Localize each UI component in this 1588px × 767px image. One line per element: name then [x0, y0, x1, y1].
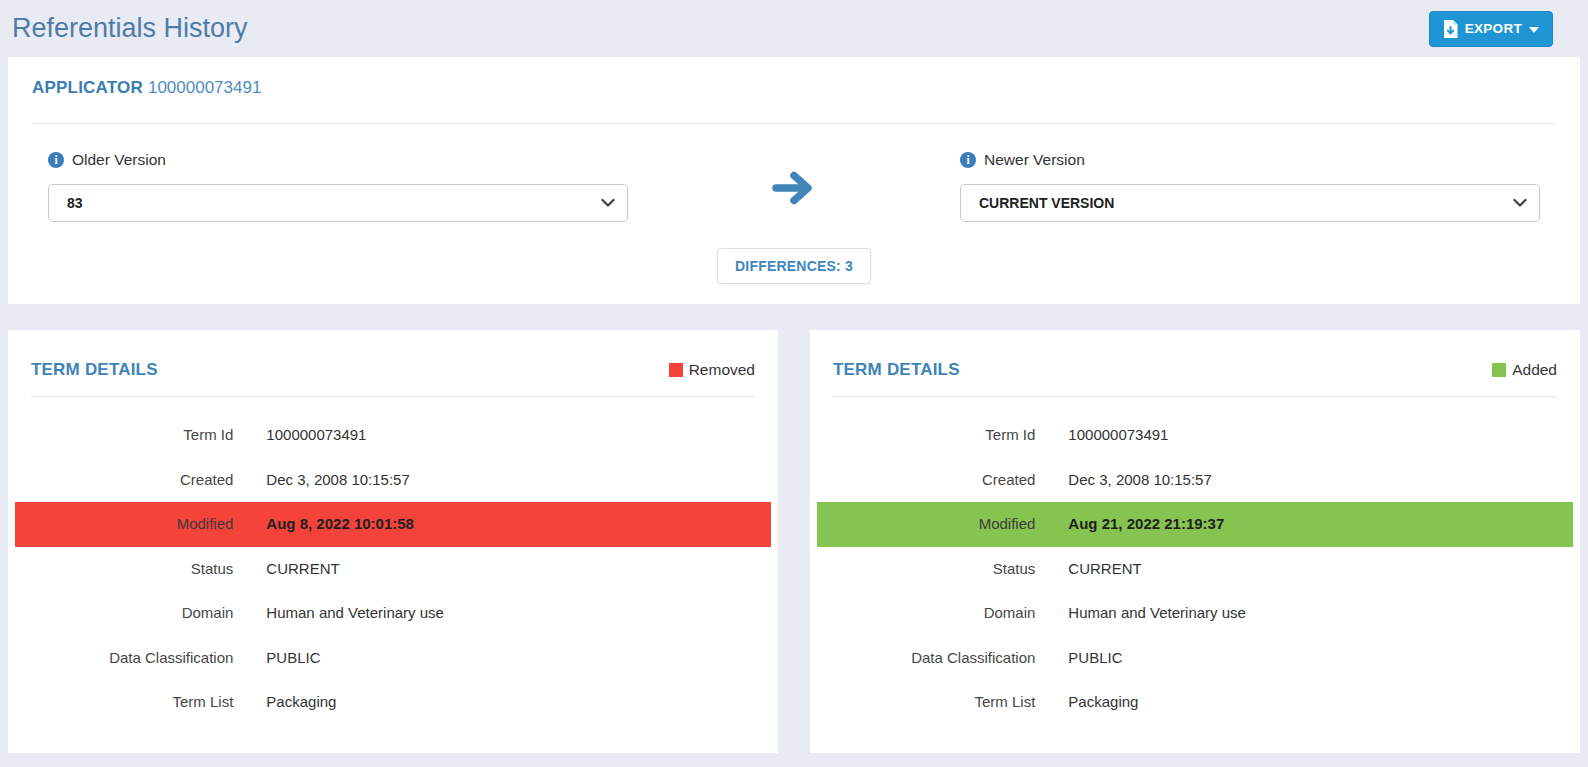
removed-legend-label: Removed — [689, 361, 755, 379]
row-value: Dec 3, 2008 10:15:57 — [1051, 458, 1573, 503]
panel-head: TERM DETAILS Added — [817, 330, 1573, 396]
row-value: Aug 21, 2022 21:19:37 — [1051, 502, 1573, 547]
table-row-removed-highlight: Modified Aug 8, 2022 10:01:58 — [15, 502, 771, 547]
row-label: Data Classification — [817, 636, 1051, 681]
differences-badge: DIFFERENCES: 3 — [717, 248, 871, 284]
table-row: Created Dec 3, 2008 10:15:57 — [817, 458, 1573, 503]
table-row: Data Classification PUBLIC — [817, 636, 1573, 681]
table-row: Domain Human and Veterinary use — [817, 591, 1573, 636]
row-label: Created — [817, 458, 1051, 503]
comparison-card: APPLICATOR 100000073491 i Older Version 8… — [8, 57, 1580, 304]
row-label: Modified — [817, 502, 1051, 547]
panel-divider — [31, 396, 755, 397]
row-label: Data Classification — [15, 636, 249, 681]
panel-head: TERM DETAILS Removed — [15, 330, 771, 396]
older-version-label: Older Version — [72, 150, 166, 170]
row-value: Packaging — [249, 680, 771, 725]
compare-middle-column: DIFFERENCES: 3 — [628, 150, 960, 284]
arrow-right-icon — [770, 166, 818, 210]
table-row: Term Id 100000073491 — [817, 413, 1573, 458]
row-label: Created — [15, 458, 249, 503]
row-label: Modified — [15, 502, 249, 547]
newer-version-select-wrap: CURRENT VERSION — [960, 184, 1540, 222]
table-row: Term Id 100000073491 — [15, 413, 771, 458]
term-details-table: Term Id 100000073491 Created Dec 3, 2008… — [817, 413, 1573, 725]
entity-type-label: APPLICATOR — [32, 78, 143, 97]
row-label: Term List — [817, 680, 1051, 725]
row-value: CURRENT — [1051, 547, 1573, 592]
version-compare-row: i Older Version 83 — [32, 124, 1556, 284]
table-row: Status CURRENT — [15, 547, 771, 592]
info-icon[interactable]: i — [960, 152, 976, 168]
row-value: 100000073491 — [1051, 413, 1573, 458]
panel-divider — [833, 396, 1557, 397]
table-row: Term List Packaging — [817, 680, 1573, 725]
older-version-label-row: i Older Version — [48, 150, 628, 170]
table-row: Data Classification PUBLIC — [15, 636, 771, 681]
table-row-added-highlight: Modified Aug 21, 2022 21:19:37 — [817, 502, 1573, 547]
row-value: Dec 3, 2008 10:15:57 — [249, 458, 771, 503]
file-download-icon — [1443, 20, 1458, 38]
page-title: Referentials History — [12, 13, 248, 44]
row-value: PUBLIC — [249, 636, 771, 681]
row-label: Domain — [15, 591, 249, 636]
entity-heading: APPLICATOR 100000073491 — [32, 77, 1556, 99]
table-row: Term List Packaging — [15, 680, 771, 725]
added-legend-label: Added — [1512, 361, 1557, 379]
removed-legend: Removed — [669, 361, 755, 379]
export-button[interactable]: EXPORT — [1429, 11, 1553, 47]
row-label: Domain — [817, 591, 1051, 636]
table-row: Created Dec 3, 2008 10:15:57 — [15, 458, 771, 503]
added-legend: Added — [1492, 361, 1557, 379]
row-value: Packaging — [1051, 680, 1573, 725]
term-details-table: Term Id 100000073491 Created Dec 3, 2008… — [15, 413, 771, 725]
term-details-panels: TERM DETAILS Removed Term Id 10000007349… — [8, 330, 1580, 753]
row-label: Term Id — [817, 413, 1051, 458]
newer-version-label: Newer Version — [984, 150, 1085, 170]
added-swatch-icon — [1492, 363, 1506, 377]
row-label: Status — [15, 547, 249, 592]
term-details-panel-older: TERM DETAILS Removed Term Id 10000007349… — [8, 330, 778, 753]
newer-version-select[interactable]: CURRENT VERSION — [960, 184, 1540, 222]
table-row: Domain Human and Veterinary use — [15, 591, 771, 636]
row-value: 100000073491 — [249, 413, 771, 458]
panel-title: TERM DETAILS — [31, 360, 158, 380]
row-value: Aug 8, 2022 10:01:58 — [249, 502, 771, 547]
page-header: Referentials History EXPORT — [0, 0, 1588, 57]
table-row: Status CURRENT — [817, 547, 1573, 592]
row-label: Status — [817, 547, 1051, 592]
row-value: Human and Veterinary use — [249, 591, 771, 636]
row-label: Term Id — [15, 413, 249, 458]
removed-swatch-icon — [669, 363, 683, 377]
row-label: Term List — [15, 680, 249, 725]
row-value: CURRENT — [249, 547, 771, 592]
entity-id: 100000073491 — [148, 78, 261, 97]
panel-title: TERM DETAILS — [833, 360, 960, 380]
caret-down-icon — [1529, 27, 1539, 33]
older-version-select[interactable]: 83 — [48, 184, 628, 222]
older-version-select-wrap: 83 — [48, 184, 628, 222]
older-version-column: i Older Version 83 — [48, 150, 628, 284]
newer-version-label-row: i Newer Version — [960, 150, 1540, 170]
newer-version-column: i Newer Version CURRENT VERSION — [960, 150, 1540, 284]
export-button-label: EXPORT — [1465, 21, 1522, 36]
row-value: Human and Veterinary use — [1051, 591, 1573, 636]
row-value: PUBLIC — [1051, 636, 1573, 681]
term-details-panel-newer: TERM DETAILS Added Term Id 100000073491 … — [810, 330, 1580, 753]
info-icon[interactable]: i — [48, 152, 64, 168]
